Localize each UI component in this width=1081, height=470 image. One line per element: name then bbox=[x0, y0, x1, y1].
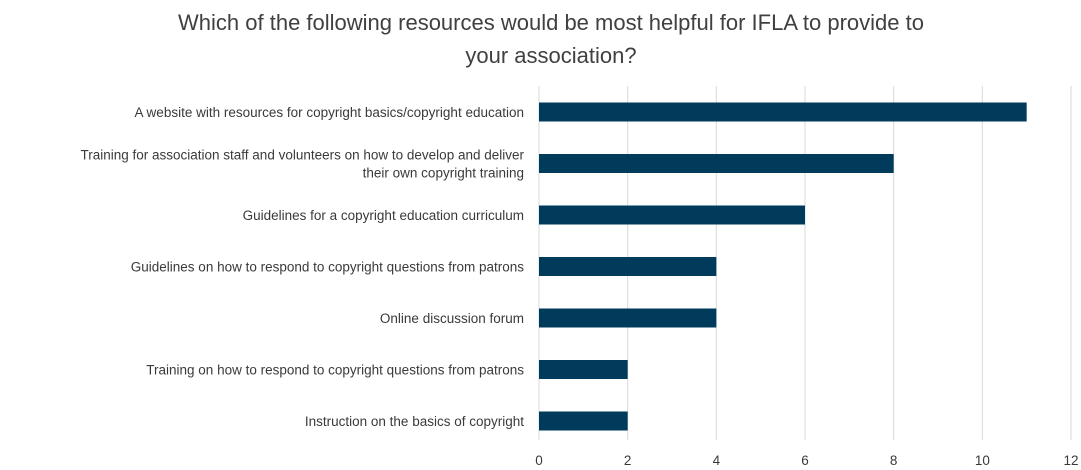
category-label: Training on how to respond to copyright … bbox=[146, 363, 524, 378]
x-tick-label: 12 bbox=[1063, 453, 1078, 468]
bar bbox=[539, 257, 717, 276]
chart-title: Which of the following resources would b… bbox=[178, 10, 924, 68]
category-label: Training for association staff and volun… bbox=[80, 148, 524, 163]
bar bbox=[539, 308, 717, 328]
category-label: Instruction on the basics of copyright bbox=[305, 414, 524, 429]
x-tick-label: 4 bbox=[713, 453, 721, 468]
x-tick-label: 6 bbox=[801, 453, 809, 468]
bar bbox=[539, 154, 894, 173]
category-label: Online discussion forum bbox=[380, 311, 524, 326]
category-label: Guidelines on how to respond to copyrigh… bbox=[131, 260, 524, 275]
x-tick-label: 2 bbox=[624, 453, 632, 468]
bars bbox=[539, 102, 1027, 431]
bar bbox=[539, 205, 805, 225]
category-labels: A website with resources for copyright b… bbox=[80, 105, 524, 429]
x-axis-ticks: 0 2 4 6 8 10 12 bbox=[535, 453, 1078, 468]
bar bbox=[539, 360, 628, 379]
category-label: Guidelines for a copyright education cur… bbox=[243, 208, 524, 223]
x-tick-label: 0 bbox=[535, 453, 543, 468]
category-label: A website with resources for copyright b… bbox=[135, 105, 524, 120]
x-tick-label: 10 bbox=[975, 453, 990, 468]
chart-title-line: Which of the following resources would b… bbox=[178, 10, 924, 35]
chart-title-line: your association? bbox=[465, 43, 636, 68]
bar bbox=[539, 102, 1027, 122]
x-tick-label: 8 bbox=[890, 453, 898, 468]
category-label: their own copyright training bbox=[363, 166, 524, 181]
bar bbox=[539, 411, 628, 431]
